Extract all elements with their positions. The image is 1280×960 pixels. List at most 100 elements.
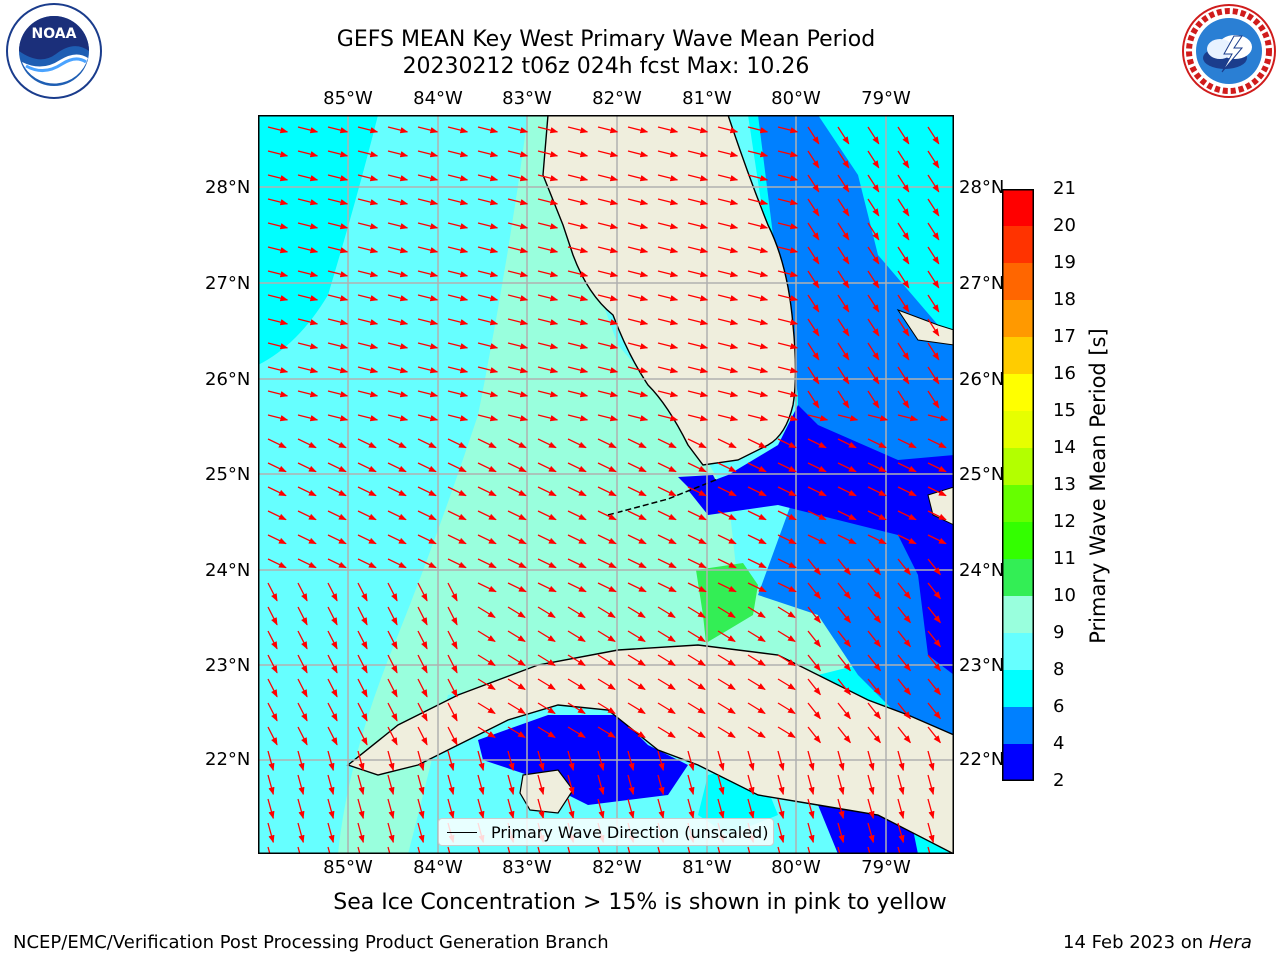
wave-direction-arrow	[777, 678, 796, 691]
wave-direction-arrow	[327, 438, 347, 449]
wave-direction-arrow	[597, 198, 619, 206]
wave-direction-arrow	[597, 414, 619, 422]
wave-direction-arrow	[837, 678, 851, 696]
lon-label-bottom: 79°W	[861, 857, 911, 878]
wave-direction-arrow	[867, 246, 880, 265]
wave-direction-arrow	[267, 126, 289, 134]
wave-direction-arrow	[807, 366, 820, 385]
wave-direction-arrow	[267, 174, 289, 182]
wave-direction-arrow	[747, 510, 767, 521]
wave-direction-arrow	[477, 750, 485, 772]
wave-direction-arrow	[357, 462, 377, 473]
wave-direction-arrow	[747, 678, 766, 691]
wave-direction-arrow	[687, 198, 709, 206]
wave-direction-arrow	[807, 246, 820, 265]
wave-direction-arrow	[747, 750, 755, 772]
wave-direction-arrow	[807, 822, 815, 844]
wave-direction-arrow	[507, 726, 526, 739]
wave-direction-arrow	[837, 726, 851, 744]
wave-direction-arrow	[897, 822, 905, 844]
wave-direction-arrow	[447, 414, 469, 422]
wave-direction-arrow	[477, 582, 497, 593]
wave-direction-arrow	[597, 462, 617, 473]
wave-direction-arrow	[867, 558, 881, 576]
wave-direction-arrow	[777, 510, 797, 521]
wave-direction-arrow	[597, 558, 617, 569]
footer-branch: NCEP/EMC/Verification Post Processing Pr…	[13, 932, 609, 953]
wave-direction-arrow	[657, 846, 661, 854]
wave-direction-arrow	[297, 486, 317, 497]
wave-direction-arrow	[387, 630, 398, 650]
wave-direction-arrow	[777, 462, 797, 473]
wave-direction-arrow	[837, 414, 859, 422]
colorbar-tick-label: 2	[1053, 770, 1065, 791]
wave-direction-arrow	[507, 390, 529, 398]
wave-direction-arrow	[717, 318, 739, 326]
wave-direction-arrow	[537, 606, 556, 619]
wave-direction-arrow	[387, 798, 395, 820]
lon-label-top: 82°W	[592, 88, 642, 109]
wave-direction-arrow	[297, 582, 308, 602]
wave-direction-arrow	[537, 582, 557, 593]
colorbar-tick-label: 6	[1053, 696, 1065, 717]
wave-direction-arrow	[447, 486, 467, 497]
wave-direction-arrow	[507, 414, 529, 422]
wave-direction-arrow	[837, 510, 857, 521]
wave-direction-arrow	[507, 702, 526, 715]
wave-direction-arrow	[507, 342, 529, 350]
wave-direction-arrow	[597, 270, 619, 278]
wave-direction-arrow	[507, 222, 529, 230]
isle-of-youth	[519, 769, 574, 814]
wave-direction-arrow	[837, 798, 845, 820]
wave-direction-arrow	[687, 702, 706, 715]
wave-direction-arrow	[597, 726, 616, 739]
wave-direction-arrow	[507, 606, 526, 619]
wave-direction-arrow	[897, 774, 905, 796]
wave-direction-arrow	[507, 198, 529, 206]
wave-direction-arrow	[567, 510, 587, 521]
wave-direction-arrow	[297, 198, 319, 206]
wave-direction-arrow	[567, 774, 575, 796]
wave-direction-arrow	[597, 150, 619, 158]
wave-direction-arrow	[807, 414, 829, 422]
wave-direction-arrow	[327, 702, 338, 722]
wave-direction-arrow	[597, 606, 616, 619]
wave-direction-arrow	[717, 366, 739, 374]
wave-direction-arrow	[417, 438, 437, 449]
wave-direction-arrow	[927, 798, 935, 820]
wave-direction-arrow	[387, 246, 409, 254]
lat-label-right: 24°N	[959, 560, 1005, 581]
wave-direction-arrow	[837, 462, 857, 473]
wave-direction-arrow	[867, 582, 881, 600]
wave-direction-arrow	[627, 150, 649, 158]
wave-direction-arrow	[297, 510, 317, 521]
wave-direction-arrow	[477, 510, 497, 521]
wave-direction-arrow	[927, 414, 949, 422]
wave-direction-arrow	[477, 846, 481, 854]
wave-direction-arrow	[867, 198, 880, 217]
wave-direction-arrow	[417, 702, 428, 722]
wave-direction-arrow	[567, 702, 586, 715]
wave-direction-arrow	[837, 390, 850, 409]
wave-direction-arrow	[417, 750, 425, 772]
wave-direction-arrow	[897, 438, 917, 449]
wave-direction-arrow	[297, 414, 319, 422]
wave-direction-arrow	[867, 150, 880, 169]
wave-direction-arrow	[867, 486, 887, 497]
wave-direction-arrow	[657, 150, 679, 158]
wave-direction-arrow	[687, 606, 706, 619]
wave-direction-arrow	[567, 318, 589, 326]
wave-direction-arrow	[657, 318, 679, 326]
noaa-logo-icon: NOAA	[6, 3, 102, 99]
wave-direction-arrow	[327, 294, 349, 302]
wave-direction-arrow	[597, 774, 605, 796]
wave-direction-arrow	[327, 774, 335, 796]
wave-direction-arrow	[567, 606, 586, 619]
wave-direction-arrow	[447, 198, 469, 206]
wave-direction-arrow	[327, 462, 347, 473]
wave-direction-arrow	[867, 678, 881, 696]
wave-direction-arrow	[387, 558, 407, 569]
wave-direction-arrow	[627, 798, 635, 820]
wave-direction-arrow	[267, 438, 287, 449]
wave-direction-arrow	[567, 390, 589, 398]
